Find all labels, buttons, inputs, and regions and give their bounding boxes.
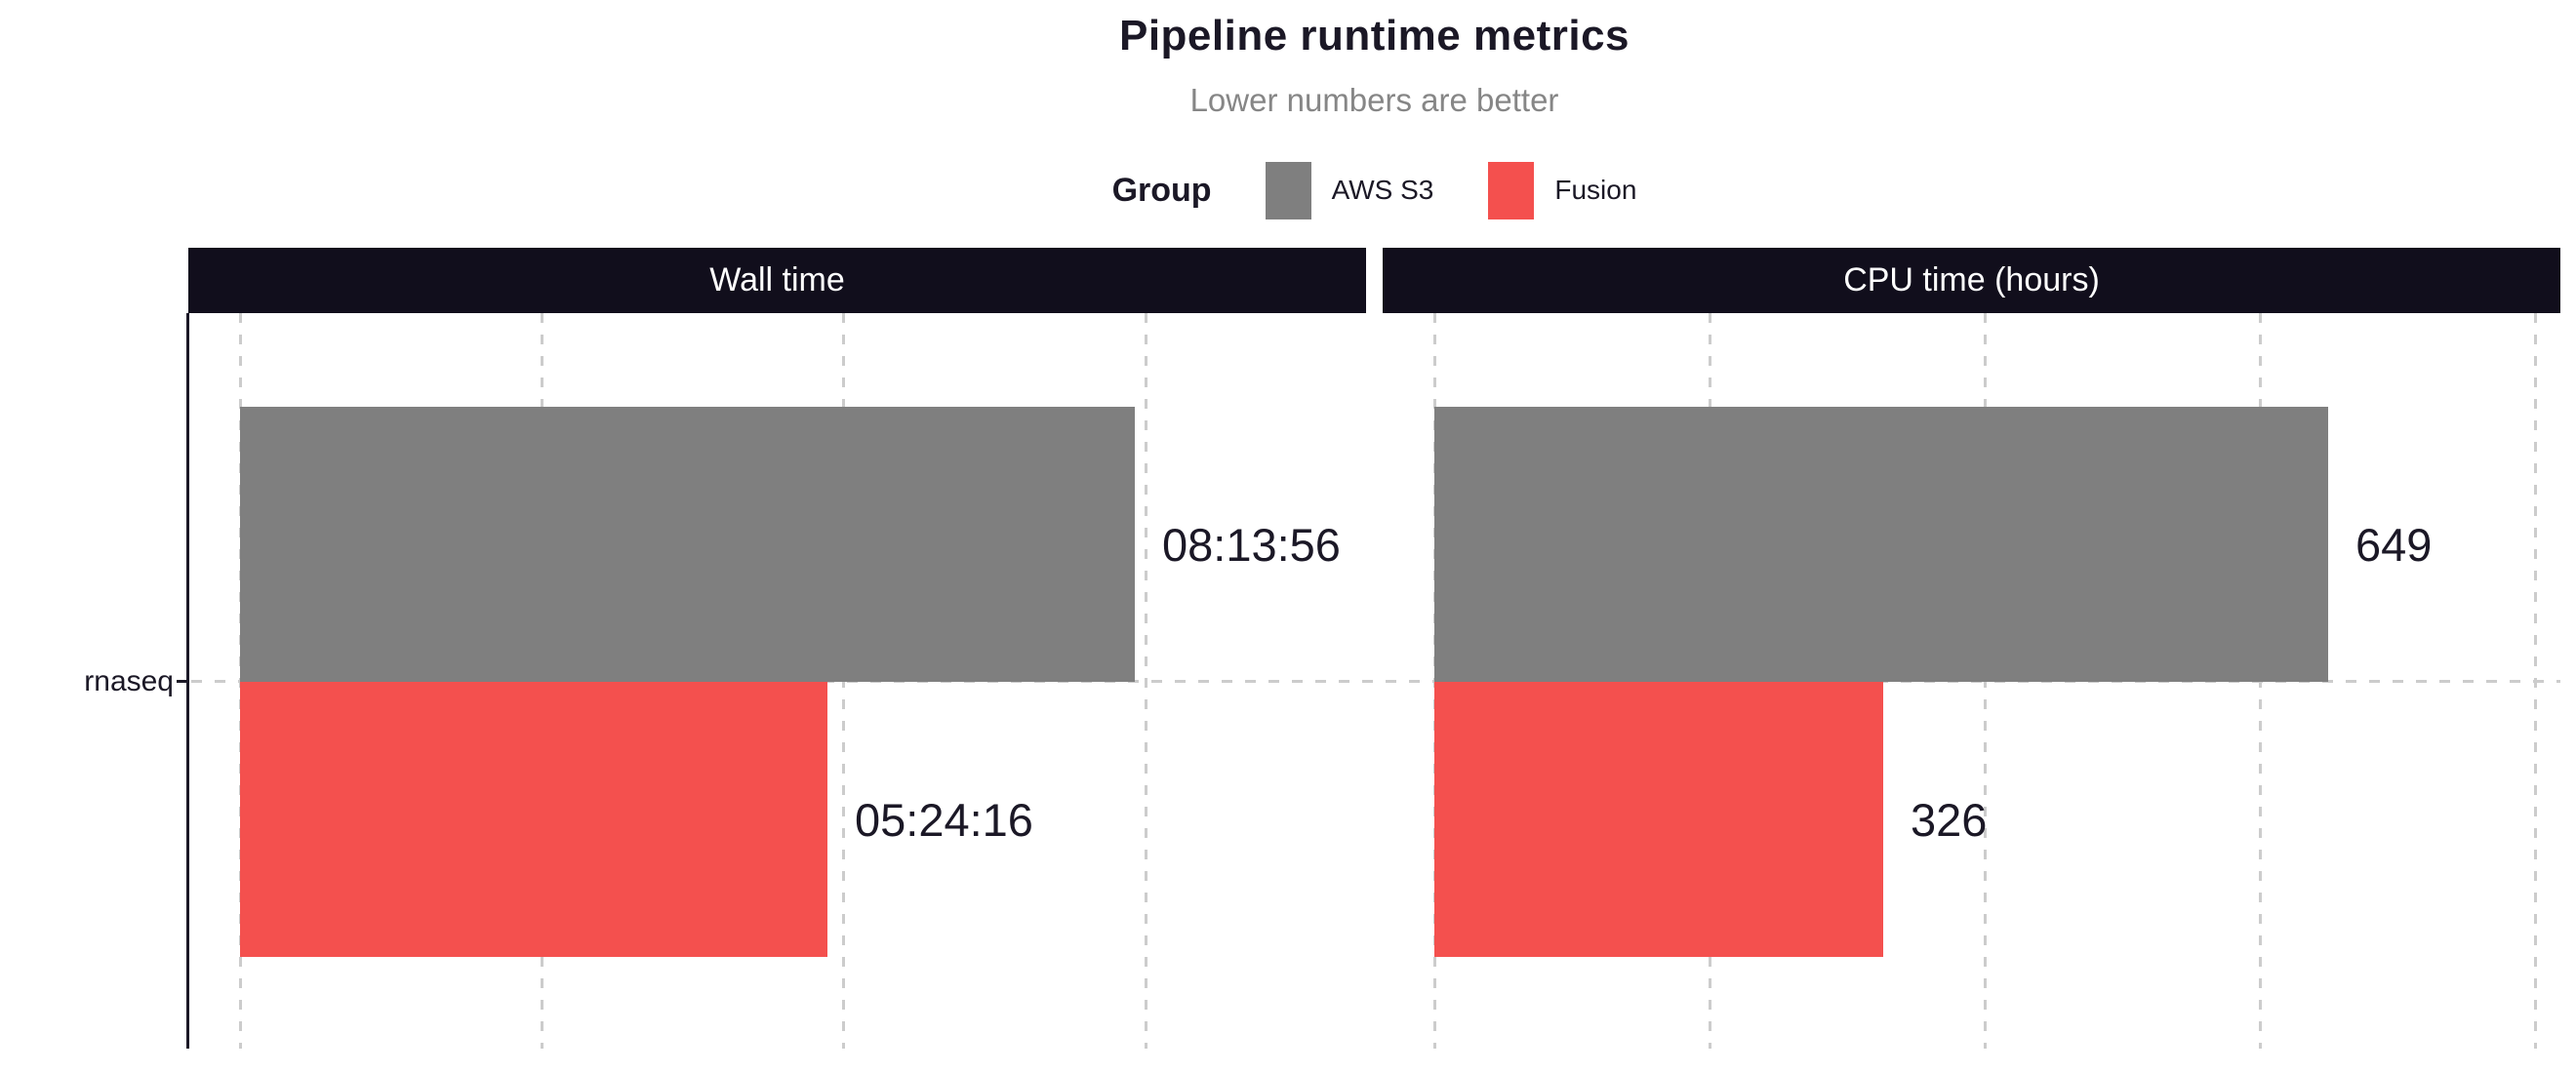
legend-swatch-aws-s3 [1265, 161, 1311, 219]
category-gridline [191, 680, 2560, 683]
value-label-aws-s3-wall-time: 08:13:56 [1162, 518, 1341, 571]
value-label-aws-s3-cpu-time: 649 [2355, 518, 2433, 571]
y-axis-line [186, 313, 189, 1049]
legend-label-aws-s3: AWS S3 [1331, 175, 1434, 205]
bar-fusion-cpu-time [1434, 682, 1883, 957]
chart-subtitle: Lower numbers are better [1189, 82, 1559, 118]
legend: Group AWS S3 Fusion [188, 160, 2560, 220]
panel-body-wall-time: 08:13:56 05:24:16 [188, 313, 1366, 1049]
legend-swatch-fusion [1488, 161, 1535, 219]
value-label-fusion-wall-time: 05:24:16 [855, 793, 1033, 846]
y-axis-tick [177, 680, 186, 683]
facet-wall-time: Wall time 08:13:56 05:24:16 [188, 248, 1366, 1049]
facet-strip-wall-time: Wall time [188, 248, 1366, 313]
bar-fusion-wall-time [240, 682, 827, 957]
bar-aws-s3-wall-time [240, 407, 1135, 682]
panel-body-cpu-time: 649 326 [1383, 313, 2560, 1049]
value-label-fusion-cpu-time: 326 [1911, 793, 1988, 846]
facet-strip-cpu-time: CPU time (hours) [1383, 248, 2560, 313]
legend-item-aws-s3: AWS S3 [1265, 161, 1434, 219]
y-axis-label-rnaseq: rnaseq [84, 665, 174, 697]
legend-title: Group [1111, 171, 1212, 209]
legend-item-fusion: Fusion [1488, 161, 1637, 219]
x-gridline [1144, 313, 1147, 1049]
chart-header: Pipeline runtime metrics Lower numbers a… [188, 0, 2560, 220]
bar-aws-s3-cpu-time [1434, 407, 2328, 682]
x-gridline [2534, 313, 2538, 1049]
chart-title: Pipeline runtime metrics [1118, 12, 1630, 60]
facet-cpu-time: CPU time (hours) 649 326 [1383, 248, 2560, 1049]
legend-label-fusion: Fusion [1554, 175, 1637, 205]
